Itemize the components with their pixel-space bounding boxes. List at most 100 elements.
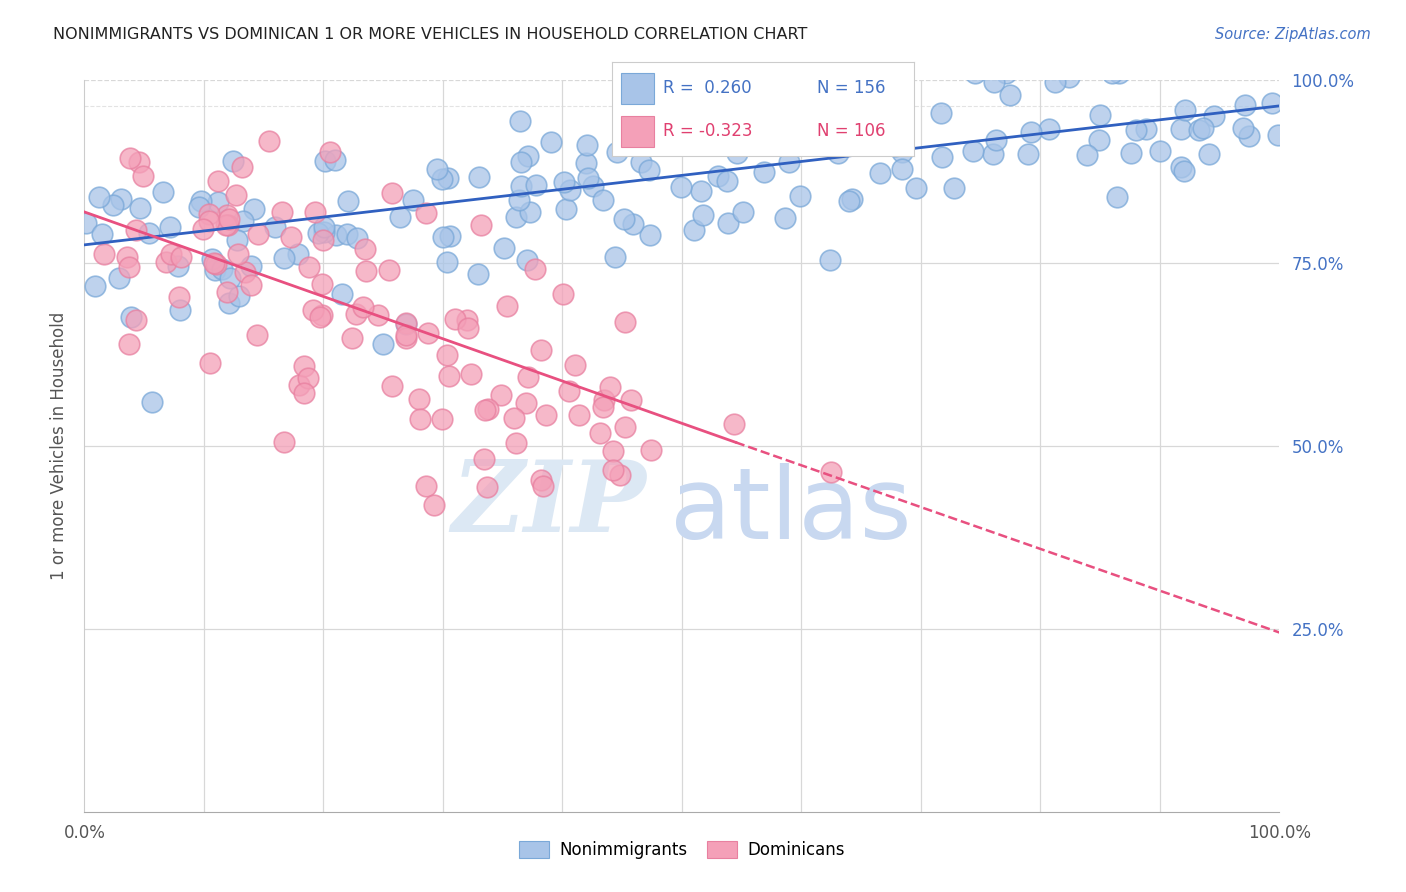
- Point: [242, 202, 264, 217]
- Point: [218, 271, 240, 285]
- Point: [132, 169, 155, 183]
- Point: [287, 247, 309, 261]
- Point: [87, 189, 110, 203]
- Point: [160, 247, 183, 261]
- Point: [108, 271, 131, 285]
- Point: [1192, 120, 1215, 135]
- Point: [436, 255, 458, 269]
- Point: [93, 247, 115, 261]
- Point: [773, 211, 796, 225]
- Point: [84, 279, 107, 293]
- Point: [496, 299, 519, 313]
- Point: [524, 262, 547, 277]
- Point: [389, 210, 412, 224]
- Point: [890, 101, 912, 115]
- Text: ZIP: ZIP: [451, 457, 647, 553]
- Point: [273, 251, 295, 265]
- Point: [1090, 108, 1112, 122]
- Point: [402, 194, 425, 208]
- Point: [1076, 147, 1098, 161]
- Point: [218, 211, 240, 226]
- Point: [423, 498, 446, 512]
- Point: [489, 388, 512, 402]
- Point: [437, 369, 460, 384]
- Point: [472, 452, 495, 467]
- Point: [1038, 121, 1060, 136]
- Point: [308, 310, 330, 324]
- Point: [202, 256, 225, 270]
- Point: [568, 408, 591, 422]
- Point: [124, 313, 146, 327]
- Point: [456, 313, 478, 327]
- Point: [630, 154, 652, 169]
- Point: [344, 307, 367, 321]
- Point: [599, 380, 621, 394]
- Point: [437, 170, 460, 185]
- Point: [509, 154, 531, 169]
- Point: [592, 392, 614, 407]
- Point: [152, 185, 174, 199]
- Point: [225, 233, 247, 247]
- Point: [330, 286, 353, 301]
- Point: [759, 82, 782, 96]
- Point: [110, 192, 132, 206]
- Point: [1149, 144, 1171, 158]
- Point: [553, 175, 575, 189]
- Point: [292, 386, 315, 401]
- Text: R = -0.323: R = -0.323: [664, 122, 752, 140]
- Point: [312, 233, 335, 247]
- Point: [191, 222, 214, 236]
- Point: [981, 147, 1004, 161]
- Point: [1170, 160, 1192, 174]
- Point: [318, 145, 340, 160]
- Point: [128, 154, 150, 169]
- Point: [367, 308, 389, 322]
- Point: [395, 316, 418, 330]
- Point: [311, 277, 333, 292]
- Point: [517, 148, 540, 162]
- Point: [619, 393, 641, 408]
- Point: [884, 122, 907, 136]
- Point: [602, 444, 624, 458]
- Point: [716, 174, 738, 188]
- Point: [540, 135, 562, 149]
- Point: [603, 250, 626, 264]
- Point: [141, 394, 163, 409]
- Point: [692, 209, 714, 223]
- Point: [246, 327, 269, 342]
- Point: [200, 356, 222, 370]
- Point: [371, 337, 394, 351]
- Point: [1019, 125, 1042, 139]
- Point: [614, 315, 637, 329]
- Point: [1198, 147, 1220, 161]
- Point: [869, 166, 891, 180]
- Point: [439, 228, 461, 243]
- Point: [430, 412, 453, 426]
- Point: [232, 214, 254, 228]
- Point: [280, 230, 302, 244]
- Point: [534, 408, 557, 422]
- Point: [444, 312, 467, 326]
- Point: [125, 223, 148, 237]
- Point: [581, 178, 603, 193]
- Text: N = 106: N = 106: [817, 122, 886, 140]
- Point: [231, 161, 253, 175]
- Point: [432, 230, 454, 244]
- Point: [395, 328, 418, 343]
- Point: [818, 107, 841, 121]
- Point: [516, 370, 538, 384]
- Point: [510, 178, 533, 193]
- Point: [553, 287, 575, 301]
- Point: [167, 259, 190, 273]
- Point: [531, 479, 554, 493]
- Point: [983, 75, 1005, 89]
- Point: [381, 186, 404, 200]
- Point: [167, 290, 190, 304]
- Point: [682, 223, 704, 237]
- Point: [474, 403, 496, 417]
- Point: [1125, 123, 1147, 137]
- Point: [381, 379, 404, 393]
- Point: [508, 193, 530, 207]
- Point: [725, 146, 748, 161]
- Point: [460, 368, 482, 382]
